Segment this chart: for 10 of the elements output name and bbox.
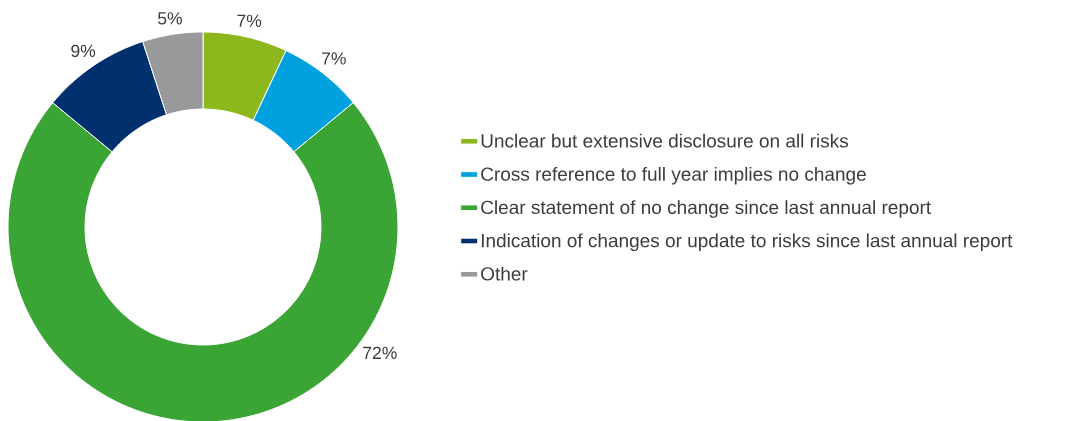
data-label: 9% — [71, 44, 96, 58]
legend-label: Other — [481, 266, 528, 281]
data-label: 7% — [237, 14, 262, 27]
data-label: 7% — [322, 52, 346, 65]
legend-label: Unclear but extensive disclosure on all risks — [481, 133, 848, 148]
legend-label: Clear statement of no change since last annual report — [481, 200, 931, 218]
legend-label: Cross reference to full year implies no change — [481, 166, 866, 185]
data-label: 5% — [158, 12, 182, 25]
data-label: 72% — [363, 346, 397, 360]
legend-label: Indication of changes or update to risks since last annual report — [481, 233, 1013, 252]
